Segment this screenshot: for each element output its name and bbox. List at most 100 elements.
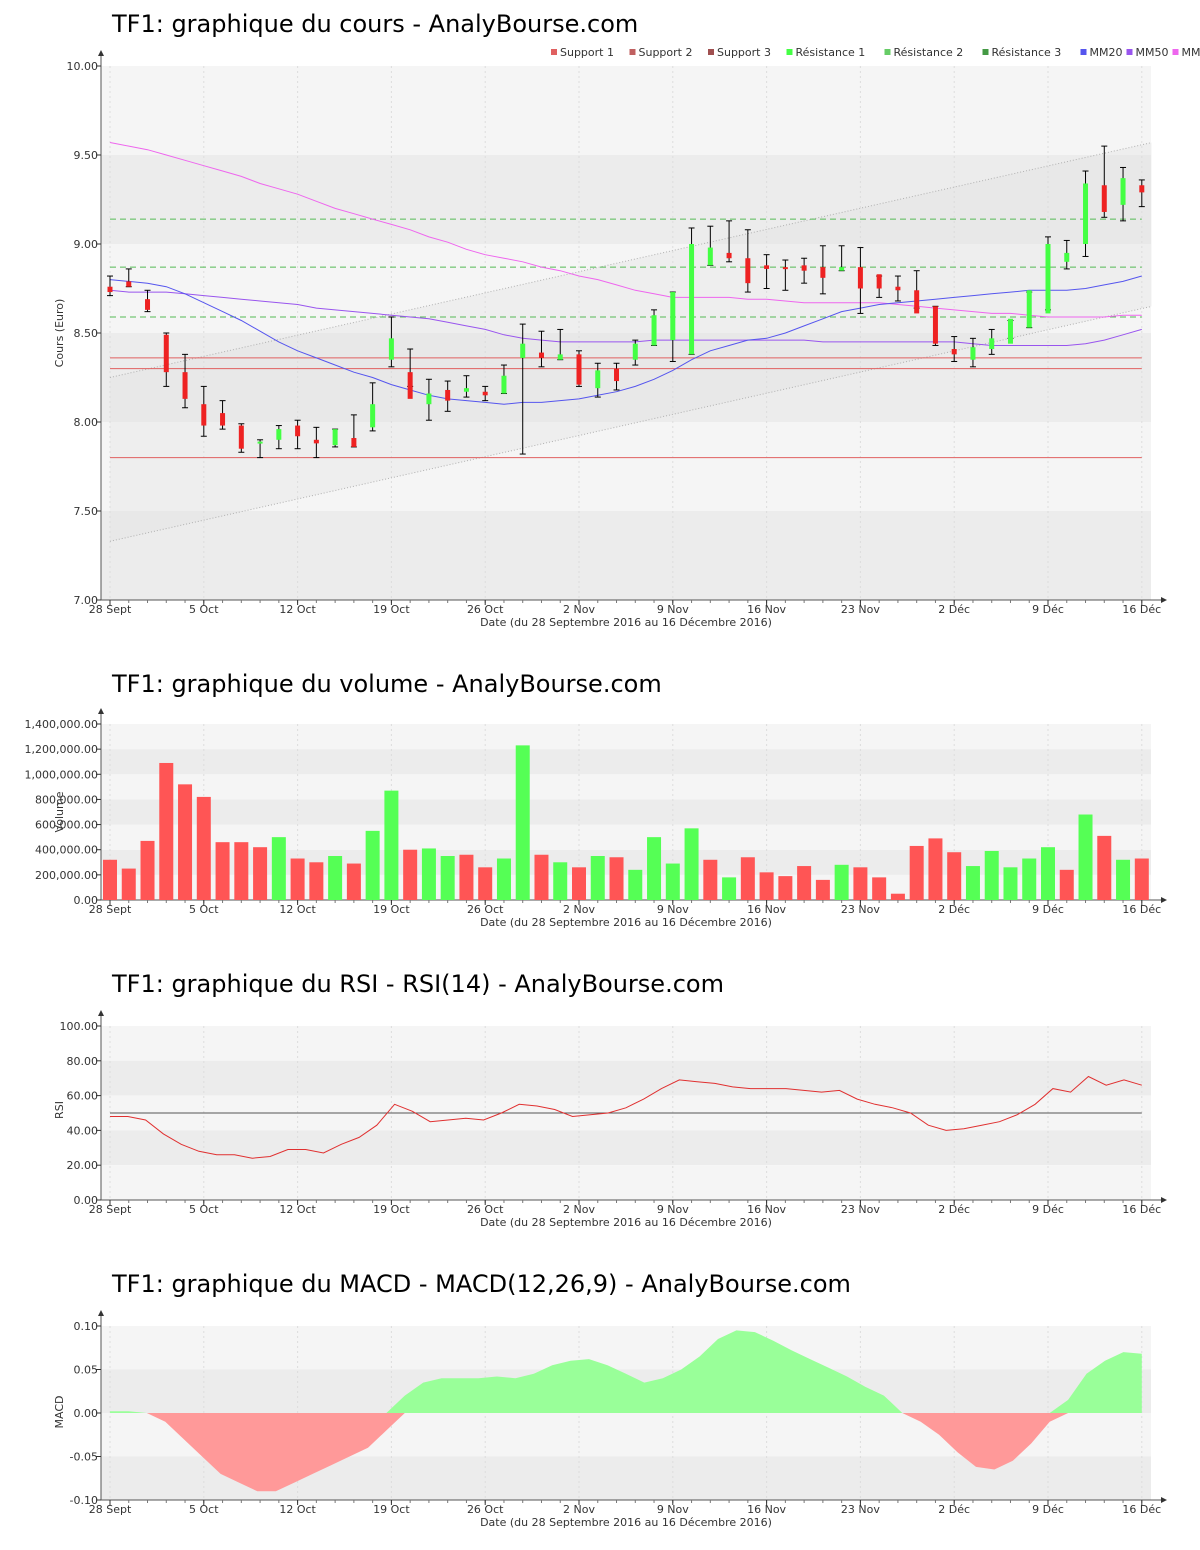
volume-bar [740, 857, 755, 900]
volume-bar [328, 856, 343, 900]
volume-x-arrow [1161, 897, 1167, 903]
volume-bar [459, 854, 474, 900]
volume-bar [947, 852, 962, 900]
candle-body [895, 286, 901, 291]
volume-bar [440, 856, 455, 900]
rsi-line [110, 1075, 1142, 1159]
candle-body [839, 267, 845, 271]
candle-body [782, 267, 788, 270]
volume-bar [703, 859, 718, 900]
volume-y-tick-label: 1,000,000.00 [25, 768, 98, 781]
price-band [101, 511, 1151, 600]
price-band [101, 244, 1151, 333]
candle-body [463, 388, 469, 392]
rsi-x-tick-label: 26 Oct [467, 1203, 504, 1216]
legend-label: Résistance 1 [796, 46, 866, 59]
candle-body [501, 375, 507, 394]
candle-body [520, 343, 526, 358]
volume-bar [421, 848, 436, 900]
volume-chart: 28 Sept 5 Oct 12 Oct 19 Oct 26 Oct 2 Nov 9 Nov… [25, 708, 1167, 929]
legend-swatch [1080, 49, 1087, 55]
candle-body [614, 368, 620, 382]
volume-x-tick-label: 9 Nov [657, 903, 689, 916]
rsi-chart-title: TF1: graphique du RSI - RSI(14) - AnalyB… [112, 970, 724, 998]
macd-x-tick-label: 9 Déc [1032, 1503, 1064, 1516]
volume-y-tick-label: 600,000.00 [35, 819, 98, 832]
candle-body [1064, 252, 1070, 262]
volume-bar [178, 784, 193, 900]
legend-label: Support 1 [560, 46, 614, 59]
macd-x-tick-label: 12 Oct [279, 1503, 316, 1516]
volume-bar [665, 863, 680, 900]
price-x-tick-label: 12 Oct [279, 603, 316, 616]
candle-body [163, 334, 169, 373]
volume-bar [140, 840, 155, 900]
candle-body [182, 372, 188, 399]
macd-negative-area [110, 1413, 1142, 1492]
volume-bar [834, 864, 849, 900]
macd-y-axis-title: MACD [53, 1396, 66, 1429]
rsi-panel: TF1: graphique du RSI - RSI(14) - AnalyB… [0, 940, 1200, 1240]
price-y-tick-label: 7.50 [74, 505, 99, 518]
volume-bar [1116, 859, 1131, 900]
rsi-x-tick-label: 2 Déc [938, 1203, 970, 1216]
volume-bar [346, 863, 361, 900]
rsi-x-arrow [1161, 1197, 1167, 1203]
volume-band [101, 724, 1151, 750]
legend-swatch [708, 49, 714, 55]
mm20-line [109, 275, 1142, 405]
macd-x-tick-label: 5 Oct [189, 1503, 219, 1516]
candle-body [595, 370, 601, 389]
price-x-tick-label: 9 Déc [1032, 603, 1064, 616]
volume-bar [1059, 869, 1074, 900]
legend-swatch [884, 49, 891, 55]
candle-body [313, 439, 319, 444]
volume-bar [1003, 867, 1018, 900]
volume-bar [872, 877, 887, 900]
legend-swatch [982, 49, 989, 55]
volume-bar [1134, 858, 1149, 900]
volume-bar [590, 856, 605, 900]
volume-y-tick-label: 0.00 [74, 894, 99, 907]
rsi-x-tick-label: 9 Déc [1032, 1203, 1064, 1216]
candle-body [989, 338, 995, 350]
legend-swatch [786, 49, 793, 55]
volume-bar [853, 867, 868, 900]
volume-y-axis-title: Volume [53, 791, 66, 832]
volume-y-arrow [98, 708, 104, 714]
rsi-x-tick-label: 9 Nov [657, 1203, 689, 1216]
price-y-tick-label: 7.00 [74, 594, 99, 607]
volume-bar [309, 862, 324, 900]
volume-y-tick-label: 200,000.00 [35, 869, 98, 882]
macd-y-tick-label: 0.10 [74, 1320, 99, 1333]
rsi-chart: 28 Sept 5 Oct 12 Oct 19 Oct 26 Oct 2 Nov 9 Nov… [53, 1010, 1167, 1229]
rsi-x-tick-label: 2 Nov [563, 1203, 595, 1216]
macd-y-tick-label: -0.05 [70, 1451, 98, 1464]
volume-bar [215, 842, 230, 900]
candle-body [1007, 318, 1013, 344]
macd-x-tick-label: 2 Nov [563, 1503, 595, 1516]
macd-x-tick-label: 16 Déc [1122, 1503, 1161, 1516]
rsi-x-tick-label: 5 Oct [189, 1203, 219, 1216]
volume-bar [572, 867, 586, 900]
volume-y-tick-label: 1,400,000.00 [25, 718, 98, 731]
volume-x-tick-label: 2 Déc [938, 903, 970, 916]
candle-body [557, 354, 563, 360]
volume-band [101, 824, 1151, 850]
volume-bar [759, 872, 774, 900]
candle-body [951, 349, 957, 355]
volume-bar [290, 858, 305, 900]
volume-bar [628, 869, 643, 900]
macd-x-tick-label: 28 Sept [89, 1503, 132, 1516]
candle-body [351, 438, 357, 447]
rsi-x-axis-title: Date (du 28 Septembre 2016 au 16 Décembr… [480, 1216, 772, 1229]
candle-body [1083, 183, 1089, 244]
volume-bar [478, 867, 493, 900]
candle-body [970, 347, 976, 360]
legend-label: MM20 [1090, 46, 1123, 59]
candle-body [651, 315, 657, 346]
price-x-tick-label: 19 Oct [373, 603, 410, 616]
price-chart-title: TF1: graphique du cours - AnalyBourse.co… [112, 10, 639, 38]
candle-body [764, 265, 770, 269]
rsi-band [101, 1026, 1151, 1061]
